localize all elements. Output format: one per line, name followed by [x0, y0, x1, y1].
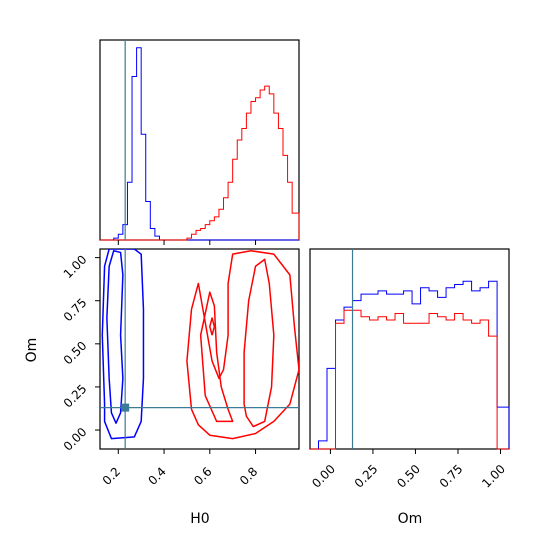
contour-H0-Om-xtick-label-3: 0.8 — [237, 464, 260, 487]
h0-histogram-frame — [99, 39, 300, 241]
contour-H0-Om-ytick-label-0: 0.00 — [61, 425, 90, 454]
hist-Om-series-0-step — [310, 280, 510, 450]
contour-line-3 — [243, 258, 275, 428]
contour-truth-marker — [121, 403, 130, 412]
h0-histogram-panel — [99, 39, 300, 245]
contour-H0-Om-ytick-label-2: 0.50 — [61, 339, 90, 368]
contour-H0-Om-xtick-label-1: 0.4 — [146, 464, 169, 487]
h0-om-contour-panel: 0.2 0.4 0.6 0.8 0.00 0.25 0.50 0.75 1.00 — [61, 248, 300, 488]
om-histogram-frame — [309, 248, 510, 450]
x-axis-label-om: Om — [398, 511, 423, 527]
hist-Om-xtick-label-2: 0.50 — [394, 462, 423, 491]
contour-H0-Om-xtick-label-2: 0.6 — [191, 464, 214, 487]
hist-H0-series-1-step — [100, 85, 300, 241]
contour-line-4 — [186, 249, 299, 440]
contour-H0-Om-ytick-label-3: 0.75 — [61, 295, 90, 324]
contour-clip-group — [101, 249, 299, 440]
contour-H0-Om-xtick-label-0: 0.2 — [100, 464, 123, 487]
contour-line-0 — [106, 249, 124, 424]
contour-H0-Om-ytick-label-4: 1.00 — [61, 252, 90, 281]
hist-H0-series-0-step — [100, 47, 299, 241]
hist-Om-xtick-label-1: 0.25 — [352, 462, 381, 491]
hist-Om-xtick-label-3: 0.75 — [437, 462, 466, 491]
contour-line-5 — [209, 317, 216, 336]
x-axis-label-h0: H0 — [190, 511, 209, 527]
contour-line-2 — [199, 291, 234, 423]
hist-Om-xtick-label-4: 1.00 — [479, 462, 508, 491]
contour-H0-Om-ytick-label-1: 0.25 — [61, 382, 90, 411]
contour-line-1 — [101, 249, 145, 440]
om-histogram-panel: 0.00 0.25 0.50 0.75 1.00 — [309, 248, 510, 491]
hist-Om-xtick-label-0: 0.00 — [309, 462, 338, 491]
hist-Om-series-1-step — [310, 309, 509, 450]
y-axis-label-om: Om — [24, 338, 40, 363]
contour-frame — [99, 248, 300, 450]
